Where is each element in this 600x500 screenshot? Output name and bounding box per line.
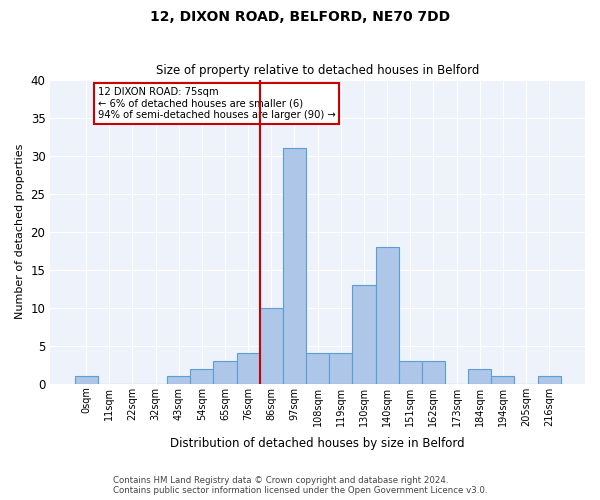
Bar <box>260 308 283 384</box>
X-axis label: Distribution of detached houses by size in Belford: Distribution of detached houses by size … <box>170 437 465 450</box>
Bar <box>214 361 236 384</box>
Bar <box>468 368 491 384</box>
Bar <box>398 361 422 384</box>
Bar <box>538 376 560 384</box>
Bar <box>352 285 376 384</box>
Bar <box>329 354 352 384</box>
Text: Contains HM Land Registry data © Crown copyright and database right 2024.
Contai: Contains HM Land Registry data © Crown c… <box>113 476 487 495</box>
Text: 12, DIXON ROAD, BELFORD, NE70 7DD: 12, DIXON ROAD, BELFORD, NE70 7DD <box>150 10 450 24</box>
Y-axis label: Number of detached properties: Number of detached properties <box>15 144 25 320</box>
Bar <box>167 376 190 384</box>
Text: 12 DIXON ROAD: 75sqm
← 6% of detached houses are smaller (6)
94% of semi-detache: 12 DIXON ROAD: 75sqm ← 6% of detached ho… <box>98 87 335 120</box>
Bar <box>491 376 514 384</box>
Bar <box>236 354 260 384</box>
Title: Size of property relative to detached houses in Belford: Size of property relative to detached ho… <box>156 64 479 77</box>
Bar <box>74 376 98 384</box>
Bar <box>283 148 306 384</box>
Bar <box>190 368 214 384</box>
Bar <box>376 247 398 384</box>
Bar <box>422 361 445 384</box>
Bar <box>306 354 329 384</box>
